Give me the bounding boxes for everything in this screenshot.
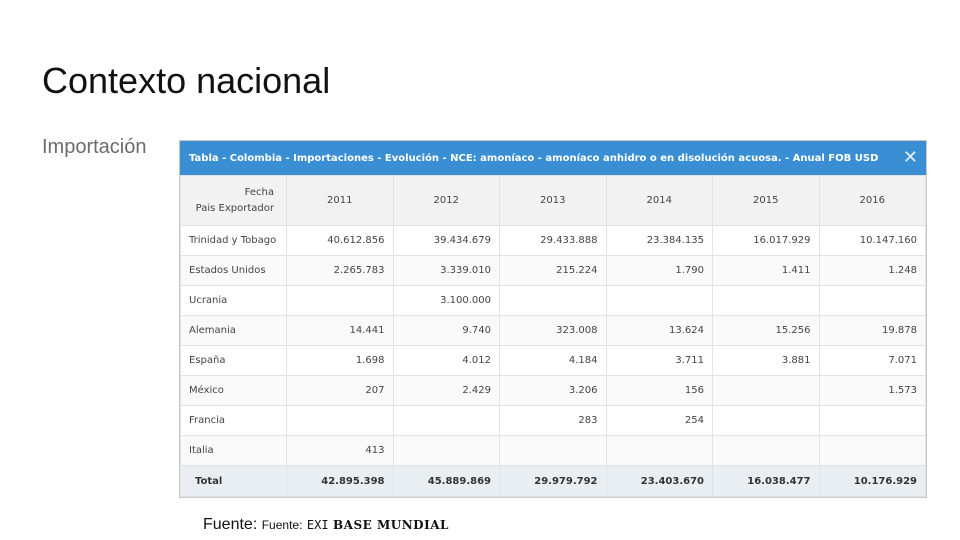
value-cell: [286, 405, 394, 436]
panel-header: Tabla - Colombia - Importaciones - Evolu…: [180, 141, 926, 175]
value-cell: 2.265.783: [286, 255, 394, 286]
year-header: 2016: [818, 175, 926, 226]
value-cell: 15.256: [712, 315, 820, 346]
total-cell: 42.895.398: [286, 465, 394, 497]
table-row: Estados Unidos 2.265.783 3.339.010 215.224 1…: [180, 255, 926, 286]
corner-header: Fecha Pais Exportador: [180, 175, 287, 226]
total-label: Total: [180, 465, 287, 497]
source-name: BASE MUNDIAL: [333, 518, 449, 532]
close-icon[interactable]: ✕: [902, 147, 918, 168]
table-row: Alemania 14.441 9.740 323.008 13.624 15.256 19…: [180, 315, 926, 346]
source-label: Fuente:: [203, 516, 258, 533]
value-cell: 254: [605, 405, 713, 436]
value-cell: 3.339.010: [392, 255, 500, 286]
value-cell: 3.100.000: [392, 285, 500, 316]
value-cell: [605, 285, 713, 316]
value-cell: [286, 285, 394, 316]
value-cell: 2.429: [392, 375, 500, 406]
value-cell: 10.147.160: [818, 225, 926, 256]
country-cell: México: [180, 375, 287, 406]
value-cell: [712, 285, 820, 316]
value-cell: 3.881: [712, 345, 820, 376]
table-row: Francia 283 254: [180, 405, 926, 436]
total-row: Total 42.895.398 45.889.869 29.979.792 23.4…: [180, 465, 926, 497]
country-cell: España: [180, 345, 287, 376]
value-cell: [818, 435, 926, 466]
country-cell: Trinidad y Tobago: [180, 225, 287, 256]
value-cell: [499, 285, 607, 316]
value-cell: 40.612.856: [286, 225, 394, 256]
value-cell: 215.224: [499, 255, 607, 286]
source-prefix: EXI: [306, 518, 329, 532]
value-cell: 3.206: [499, 375, 607, 406]
table-row: Italia 413: [180, 435, 926, 466]
value-cell: 1.698: [286, 345, 394, 376]
year-header: 2011: [286, 175, 394, 226]
total-cell: 16.038.477: [712, 465, 820, 497]
corner-country-label: Pais Exportador: [195, 202, 274, 214]
value-cell: 1.573: [818, 375, 926, 406]
value-cell: 19.878: [818, 315, 926, 346]
value-cell: [818, 405, 926, 436]
value-cell: 4.184: [499, 345, 607, 376]
value-cell: 4.012: [392, 345, 500, 376]
value-cell: 1.790: [605, 255, 713, 286]
value-cell: 207: [286, 375, 394, 406]
value-cell: [605, 435, 713, 466]
value-cell: 23.384.135: [605, 225, 713, 256]
value-cell: [712, 435, 820, 466]
total-cell: 45.889.869: [392, 465, 500, 497]
source-label-secondary: Fuente:: [261, 518, 303, 532]
value-cell: 16.017.929: [712, 225, 820, 256]
value-cell: 29.433.888: [499, 225, 607, 256]
year-header: 2013: [499, 175, 607, 226]
year-header: 2012: [392, 175, 500, 226]
data-table-panel: Tabla - Colombia - Importaciones - Evolu…: [179, 140, 927, 498]
value-cell: 9.740: [392, 315, 500, 346]
table-row: Ucrania 3.100.000: [180, 285, 926, 316]
value-cell: 7.071: [818, 345, 926, 376]
slide-subtitle: Importación: [42, 136, 147, 158]
year-header: 2014: [605, 175, 713, 226]
value-cell: 3.711: [605, 345, 713, 376]
slide-title: Contexto nacional: [42, 60, 331, 101]
value-cell: [392, 405, 500, 436]
value-cell: 1.248: [818, 255, 926, 286]
value-cell: 323.008: [499, 315, 607, 346]
table-row: México 207 2.429 3.206 156 1.573: [180, 375, 926, 406]
country-cell: Francia: [180, 405, 287, 436]
year-header: 2015: [712, 175, 820, 226]
value-cell: 156: [605, 375, 713, 406]
total-cell: 23.403.670: [605, 465, 713, 497]
value-cell: 283: [499, 405, 607, 436]
table-body: Trinidad y Tobago 40.612.856 39.434.679 29.…: [180, 225, 926, 466]
value-cell: [392, 435, 500, 466]
table-row: España 1.698 4.012 4.184 3.711 3.881 7.071: [180, 345, 926, 376]
value-cell: 1.411: [712, 255, 820, 286]
value-cell: [712, 405, 820, 436]
country-cell: Estados Unidos: [180, 255, 287, 286]
country-cell: Ucrania: [180, 285, 287, 316]
corner-date-label: Fecha: [244, 186, 274, 198]
total-cell: 29.979.792: [499, 465, 607, 497]
imports-table: Fecha Pais Exportador 2011 2012 2013 2014 20…: [180, 175, 926, 497]
country-cell: Alemania: [180, 315, 287, 346]
value-cell: 413: [286, 435, 394, 466]
table-footer: Total 42.895.398 45.889.869 29.979.792 23.4…: [180, 465, 926, 497]
value-cell: 13.624: [605, 315, 713, 346]
country-cell: Italia: [180, 435, 287, 466]
table-header: Fecha Pais Exportador 2011 2012 2013 2014 20…: [180, 175, 926, 226]
value-cell: [818, 285, 926, 316]
value-cell: [712, 375, 820, 406]
source-note: Fuente: Fuente: EXI BASE MUNDIAL: [203, 516, 449, 534]
value-cell: [499, 435, 607, 466]
panel-title: Tabla - Colombia - Importaciones - Evolu…: [189, 152, 879, 164]
value-cell: 14.441: [286, 315, 394, 346]
total-cell: 10.176.929: [818, 465, 926, 497]
table-row: Trinidad y Tobago 40.612.856 39.434.679 29.…: [180, 225, 926, 256]
value-cell: 39.434.679: [392, 225, 500, 256]
